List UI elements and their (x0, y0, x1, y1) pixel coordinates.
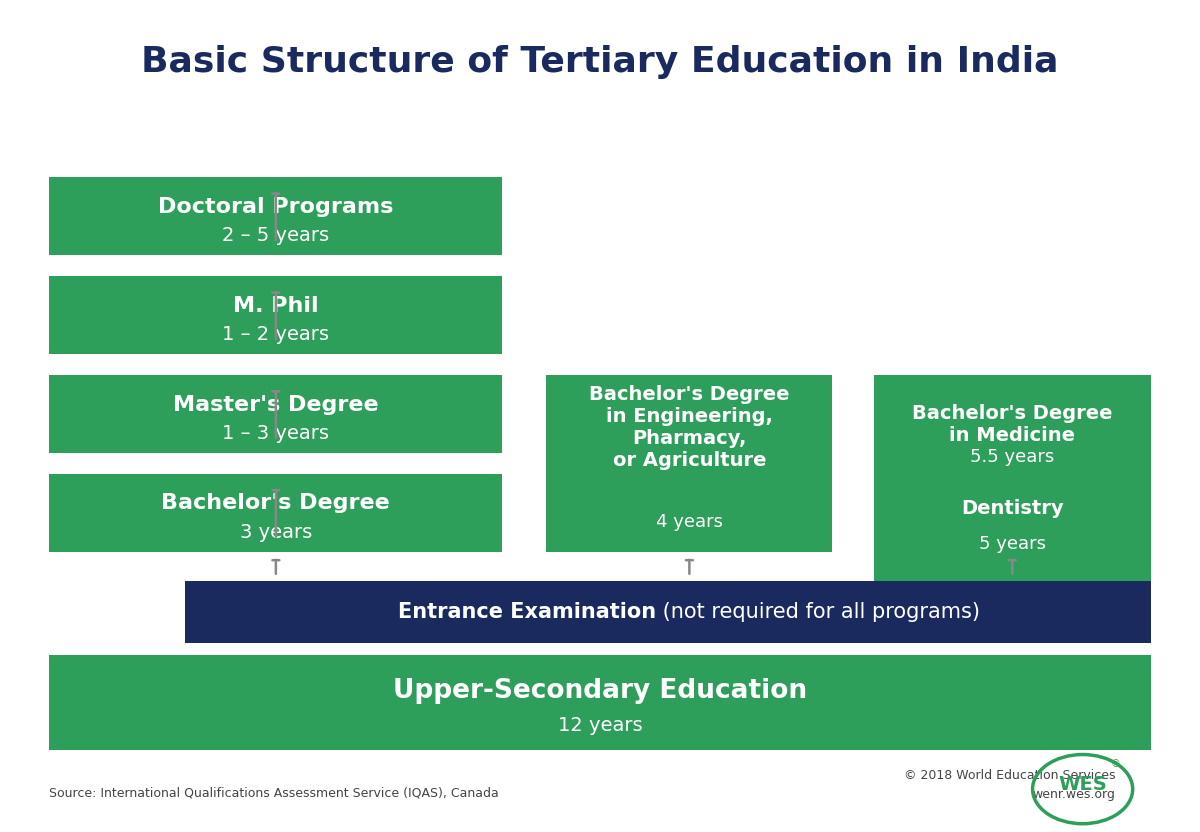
FancyBboxPatch shape (185, 581, 1151, 642)
FancyBboxPatch shape (49, 375, 503, 453)
Text: 1 – 2 years: 1 – 2 years (222, 325, 329, 344)
FancyBboxPatch shape (49, 473, 503, 552)
Text: Entrance Examination: Entrance Examination (398, 602, 656, 622)
Text: Basic Structure of Tertiary Education in India: Basic Structure of Tertiary Education in… (142, 45, 1058, 79)
Text: Dentistry: Dentistry (961, 499, 1063, 518)
Text: Upper-Secondary Education: Upper-Secondary Education (392, 678, 808, 704)
Text: 1 – 3 years: 1 – 3 years (222, 424, 329, 443)
FancyBboxPatch shape (49, 276, 503, 354)
Text: Bachelor's Degree
in Medicine: Bachelor's Degree in Medicine (912, 404, 1112, 445)
Text: Master's Degree: Master's Degree (173, 394, 379, 414)
Text: 5.5 years: 5.5 years (970, 448, 1055, 466)
Text: 3 years: 3 years (240, 522, 312, 542)
Text: Bachelor's Degree
in Engineering,
Pharmacy,
or Agriculture: Bachelor's Degree in Engineering, Pharma… (589, 385, 790, 470)
Text: 12 years: 12 years (558, 716, 642, 735)
Text: WES: WES (1058, 775, 1108, 794)
Text: ®: ® (1111, 760, 1121, 770)
Text: 4 years: 4 years (656, 513, 722, 531)
Text: Doctoral Programs: Doctoral Programs (158, 197, 394, 217)
Text: 2 – 5 years: 2 – 5 years (222, 226, 330, 245)
FancyBboxPatch shape (546, 375, 833, 552)
Text: © 2018 World Education Services
wenr.wes.org: © 2018 World Education Services wenr.wes… (904, 769, 1115, 801)
Text: (not required for all programs): (not required for all programs) (656, 602, 980, 622)
FancyBboxPatch shape (874, 375, 1151, 581)
Text: 5 years: 5 years (979, 535, 1046, 552)
FancyBboxPatch shape (49, 177, 503, 255)
Text: Bachelor's Degree: Bachelor's Degree (162, 493, 390, 513)
Text: Source: International Qualifications Assessment Service (IQAS), Canada: Source: International Qualifications Ass… (49, 787, 499, 800)
FancyBboxPatch shape (49, 655, 1151, 750)
Text: M. Phil: M. Phil (233, 295, 319, 315)
